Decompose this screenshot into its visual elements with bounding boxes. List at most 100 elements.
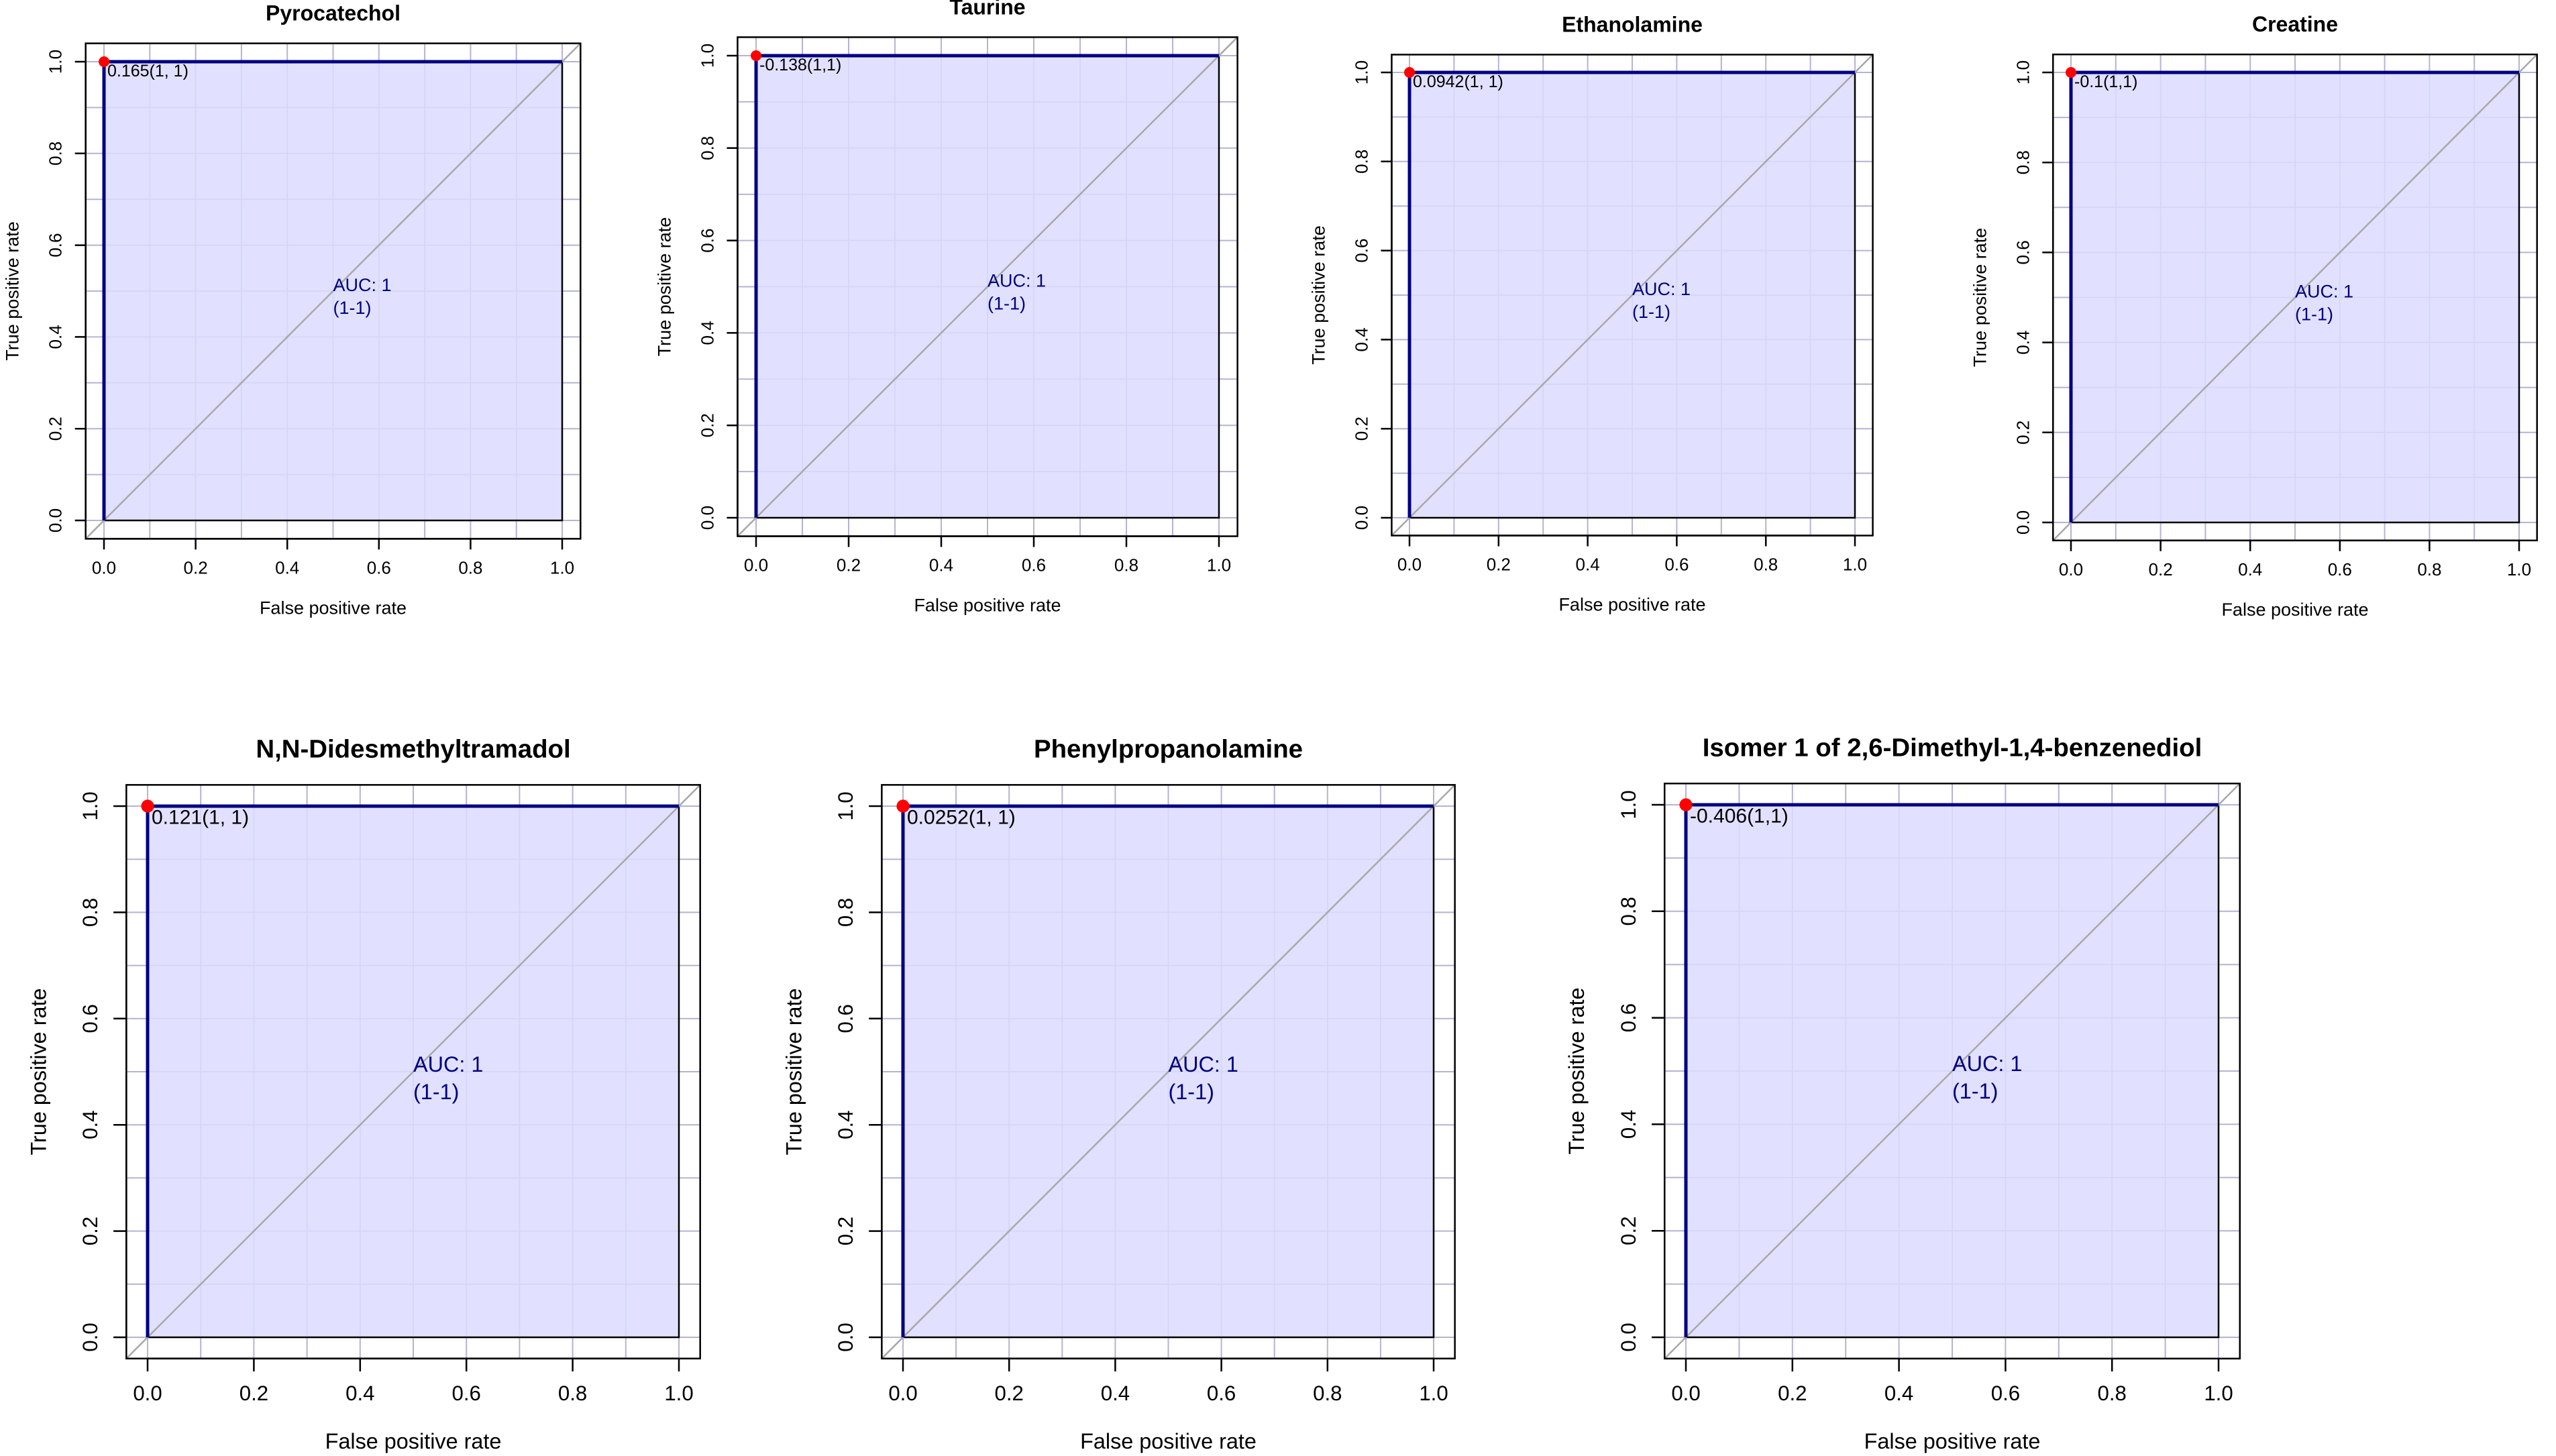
x-tick-label: 0.2 xyxy=(837,555,861,575)
y-tick-label: 0.8 xyxy=(1351,150,1371,174)
y-tick-label: 0.4 xyxy=(1617,1110,1640,1139)
y-tick-label: 0.6 xyxy=(697,229,717,253)
x-tick-label: 0.4 xyxy=(275,557,299,577)
x-axis: 0.0 0.2 0.4 0.6 0.8 1.0 False positive rate xyxy=(744,535,1231,616)
roc-panel-5: 0.121(1, 1) AUC: 1 (1-1) 0.0 0.2 0.4 0.6 0.8 1.0… xyxy=(26,735,701,1453)
y-axis: 0.0 0.2 0.4 0.6 0.8 1.0 True positive rate xyxy=(782,791,883,1352)
x-axis: 0.0 0.2 0.4 0.6 0.8 1.0 False positive rate xyxy=(888,1357,1448,1453)
x-tick-label: 0.8 xyxy=(1114,555,1138,575)
y-axis-label: True positive rate xyxy=(1970,228,1990,368)
y-tick-label: 0.8 xyxy=(697,136,717,160)
x-axis-label: False positive rate xyxy=(1558,595,1705,615)
x-tick-label: 1.0 xyxy=(550,557,574,577)
best-threshold-point xyxy=(141,799,154,813)
x-axis-label: False positive rate xyxy=(1080,1429,1257,1453)
x-tick-label: 1.0 xyxy=(1419,1382,1448,1405)
x-axis-label: False positive rate xyxy=(325,1429,502,1453)
auc-ci-label: (1-1) xyxy=(2295,304,2333,325)
x-tick-label: 0.0 xyxy=(1397,555,1422,575)
y-tick-label: 1.0 xyxy=(78,791,102,820)
diagonal-reference-line xyxy=(881,784,1456,1359)
roc-panel-3: 0.0942(1, 1) AUC: 1 (1-1) 0.0 0.2 0.4 0.6 0.8 1.… xyxy=(1308,12,1874,615)
y-axis-label: True positive rate xyxy=(3,221,23,361)
y-tick-label: 0.8 xyxy=(1617,897,1640,926)
y-axis-label: True positive rate xyxy=(1564,987,1589,1154)
y-tick-label: 0.0 xyxy=(1617,1323,1640,1351)
x-tick-label: 0.4 xyxy=(1101,1382,1130,1405)
x-tick-label: 0.2 xyxy=(2149,559,2173,579)
y-tick-label: 1.0 xyxy=(46,50,66,74)
chart-title: Pyrocatechol xyxy=(266,1,401,25)
auc-label: AUC: 1 xyxy=(1952,1052,2022,1076)
y-tick-label: 1.0 xyxy=(1351,60,1371,85)
y-tick-label: 0.6 xyxy=(78,1004,102,1033)
y-tick-label: 0.0 xyxy=(1351,506,1371,530)
auc-ci-label: (1-1) xyxy=(1169,1080,1214,1104)
y-tick-label: 0.6 xyxy=(834,1004,857,1033)
best-threshold-point xyxy=(1404,67,1415,78)
x-tick-label: 0.2 xyxy=(184,557,208,577)
y-tick-label: 0.0 xyxy=(78,1323,102,1351)
x-tick-label: 0.0 xyxy=(1671,1382,1700,1405)
x-tick-label: 0.8 xyxy=(1313,1382,1342,1405)
y-tick-label: 0.2 xyxy=(2013,421,2033,445)
auc-label: AUC: 1 xyxy=(1632,279,1691,299)
best-threshold-label: 0.0252(1, 1) xyxy=(907,806,1016,828)
auc-label: AUC: 1 xyxy=(988,271,1046,291)
best-threshold-point xyxy=(1679,798,1693,811)
x-tick-label: 0.2 xyxy=(995,1382,1024,1405)
x-tick-label: 0.0 xyxy=(133,1382,162,1405)
y-tick-label: 0.0 xyxy=(2013,510,2033,535)
y-tick-label: 0.4 xyxy=(1351,327,1371,351)
auc-ci-label: (1-1) xyxy=(1952,1079,1998,1103)
best-threshold-label: -0.1(1,1) xyxy=(2074,72,2137,91)
diagonal-reference-line xyxy=(1664,783,2241,1359)
x-tick-label: 0.2 xyxy=(1487,555,1511,575)
y-tick-label: 0.4 xyxy=(2013,331,2033,355)
x-tick-label: 0.0 xyxy=(2059,559,2083,579)
y-tick-label: 0.2 xyxy=(1351,416,1371,441)
y-tick-label: 0.2 xyxy=(697,413,717,437)
y-axis: 0.0 0.2 0.4 0.6 0.8 1.0 True positive rate xyxy=(1308,60,1393,530)
x-axis-label: False positive rate xyxy=(1864,1429,2041,1453)
y-tick-label: 0.4 xyxy=(78,1111,102,1139)
y-tick-label: 0.6 xyxy=(1351,239,1371,263)
roc-panel-4: -0.1(1,1) AUC: 1(1-1) 0.0 0.2 0.4 0.6 0.8 1.0 Fa… xyxy=(1970,12,2538,620)
x-tick-label: 0.8 xyxy=(2098,1382,2127,1405)
x-tick-label: 0.6 xyxy=(2328,559,2352,579)
x-tick-label: 0.8 xyxy=(458,557,482,577)
x-tick-label: 0.6 xyxy=(1207,1382,1236,1405)
y-axis-label: True positive rate xyxy=(26,988,50,1155)
roc-panel-6: 0.0252(1, 1) AUC: 1 (1-1) 0.0 0.2 0.4 0.6 0.8 1.… xyxy=(782,735,1456,1453)
x-tick-label: 1.0 xyxy=(2204,1382,2233,1405)
x-tick-label: 0.4 xyxy=(2238,559,2262,579)
y-tick-label: 0.6 xyxy=(46,233,66,258)
auc-ci-label: (1-1) xyxy=(988,294,1026,314)
y-tick-label: 0.4 xyxy=(697,321,717,345)
y-tick-label: 0.0 xyxy=(46,508,66,533)
x-tick-label: 0.4 xyxy=(1884,1382,1913,1405)
x-axis-label: False positive rate xyxy=(914,596,1061,616)
x-tick-label: 1.0 xyxy=(2507,559,2531,579)
auc-label: AUC: 1 xyxy=(333,275,392,295)
y-tick-label: 0.6 xyxy=(1617,1003,1640,1032)
auc-ci-label: (1-1) xyxy=(1632,302,1670,322)
x-tick-label: 0.2 xyxy=(1778,1382,1807,1405)
x-tick-label: 0.2 xyxy=(239,1382,268,1405)
best-threshold-label: 0.121(1, 1) xyxy=(152,806,249,828)
y-axis: 0.0 0.2 0.4 0.6 0.8 1.0 True positive rate xyxy=(654,44,739,530)
x-tick-label: 0.4 xyxy=(345,1382,374,1405)
x-axis: 0.0 0.2 0.4 0.6 0.8 1.0 False positive rate xyxy=(2059,539,2531,620)
best-threshold-label: -0.406(1,1) xyxy=(1690,805,1789,827)
best-threshold-point xyxy=(896,799,910,813)
x-tick-label: 0.0 xyxy=(92,557,116,577)
x-tick-label: 0.6 xyxy=(367,557,391,577)
y-tick-label: 0.0 xyxy=(697,506,717,530)
y-axis-label: True positive rate xyxy=(654,217,674,357)
y-tick-label: 0.2 xyxy=(1617,1217,1640,1245)
x-tick-label: 0.8 xyxy=(1754,555,1778,575)
y-tick-label: 0.8 xyxy=(78,898,102,927)
x-tick-label: 1.0 xyxy=(1207,555,1231,575)
x-axis: 0.0 0.2 0.4 0.6 0.8 1.0 False positive rate xyxy=(133,1357,694,1453)
